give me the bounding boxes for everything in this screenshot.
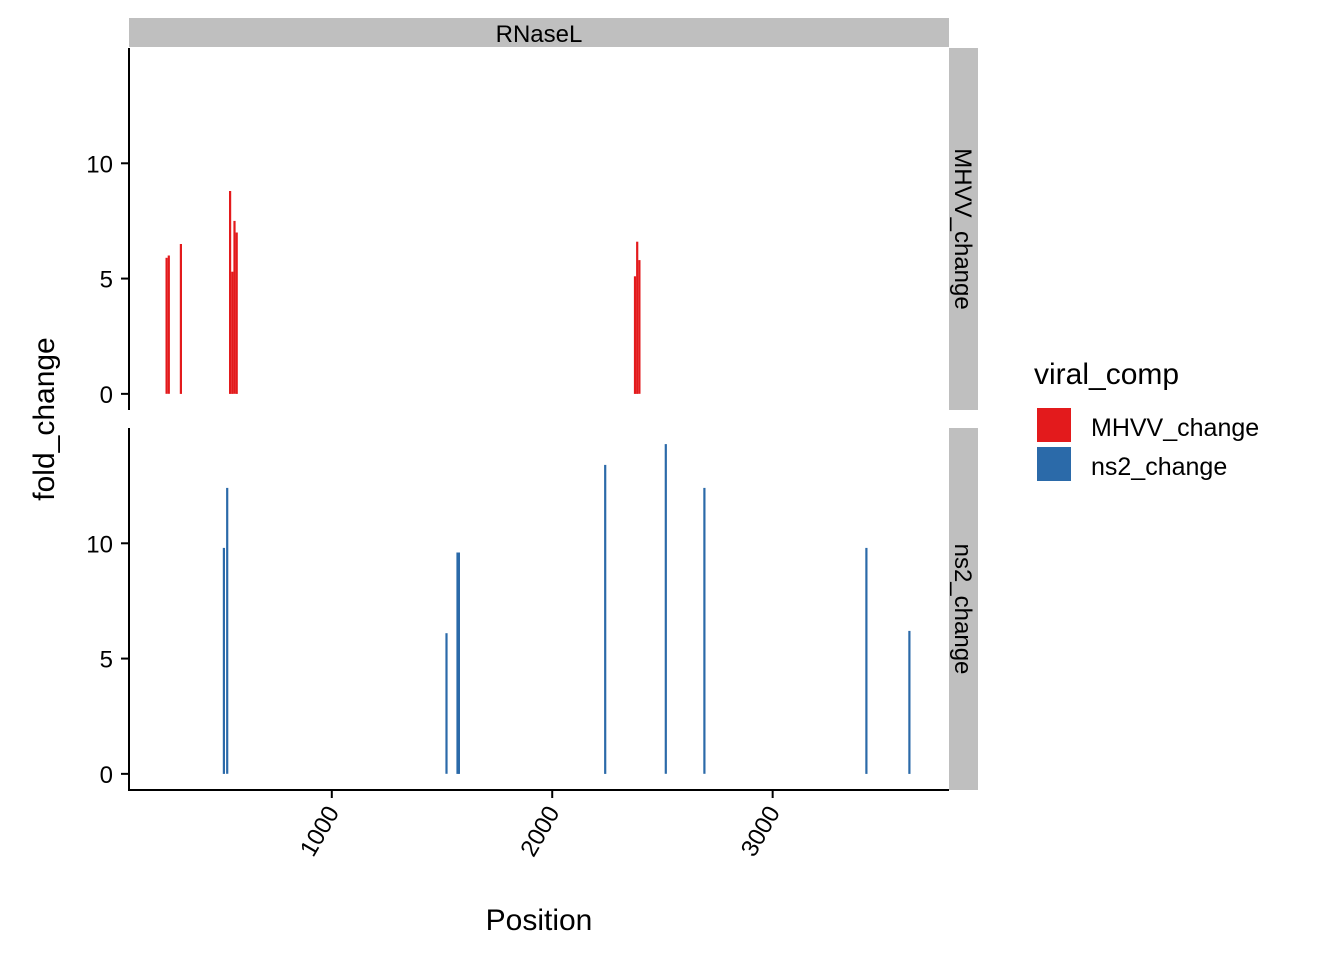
bar-mhvv-change-1 — [167, 255, 170, 394]
y-tick-label: 10 — [86, 531, 113, 558]
bar-ns2-change-6 — [664, 444, 667, 774]
strip-top-background — [129, 18, 949, 47]
y-axis-title: fold_change — [28, 337, 61, 500]
y-ticks-panel-1: 0 5 10 — [86, 151, 129, 409]
bar-ns2-change-4 — [457, 552, 460, 774]
bar-mhvv-change-4 — [231, 271, 234, 394]
strip-right-panel-1-background — [949, 48, 978, 410]
bar-ns2-change-3 — [456, 552, 459, 774]
y-ticks-panel-2: 0 5 10 — [86, 531, 129, 789]
bar-mhvv-change-5 — [233, 220, 236, 394]
y-tick-label: 0 — [100, 382, 113, 409]
legend-title: viral_comp — [1034, 358, 1179, 391]
bar-mhvv-change-0 — [165, 257, 168, 394]
panel-ns2-change: 0 5 10 1000 2000 3000 — [86, 428, 949, 861]
bar-ns2-change-8 — [865, 547, 868, 774]
bars-ns2-change — [222, 444, 911, 774]
bar-mhvv-change-8 — [636, 241, 639, 394]
bars-mhvv-change — [165, 191, 641, 394]
x-ticks: 1000 2000 3000 — [295, 790, 786, 861]
x-tick-label: 3000 — [736, 802, 786, 862]
legend-swatch-mhvv-change — [1037, 408, 1071, 442]
legend-swatch-ns2-change — [1037, 447, 1071, 481]
x-axis-title: Position — [486, 904, 593, 937]
strip-right-panel-2-label: ns2_change — [949, 544, 976, 675]
legend-label-ns2-change: ns2_change — [1091, 453, 1227, 481]
bar-mhvv-change-7 — [633, 276, 637, 394]
x-tick-label: 1000 — [295, 802, 345, 862]
legend: viral_comp MHVV_change ns2_change — [1034, 358, 1259, 481]
y-tick-label: 5 — [100, 647, 113, 674]
bar-ns2-change-2 — [445, 633, 448, 774]
bar-mhvv-change-3 — [229, 191, 232, 394]
bar-ns2-change-7 — [703, 487, 706, 774]
y-tick-label: 0 — [100, 762, 113, 789]
strip-top-label: RNaseL — [496, 21, 583, 48]
bar-ns2-change-1 — [226, 487, 229, 774]
y-tick-label: 5 — [100, 267, 113, 294]
y-tick-label: 10 — [86, 151, 113, 178]
bar-mhvv-change-6 — [235, 232, 238, 394]
strip-right-panel-2-background — [949, 428, 978, 790]
bar-ns2-change-5 — [604, 464, 607, 774]
bar-ns2-change-0 — [222, 547, 225, 774]
panel-mhvv-change: 0 5 10 — [86, 48, 641, 410]
bar-mhvv-change-9 — [638, 260, 641, 394]
bar-mhvv-change-2 — [179, 244, 182, 394]
bar-ns2-change-9 — [908, 630, 911, 774]
strip-right-panel-1-label: MHVV_change — [949, 148, 976, 309]
x-tick-label: 2000 — [515, 802, 565, 862]
legend-label-mhvv-change: MHVV_change — [1091, 414, 1259, 442]
